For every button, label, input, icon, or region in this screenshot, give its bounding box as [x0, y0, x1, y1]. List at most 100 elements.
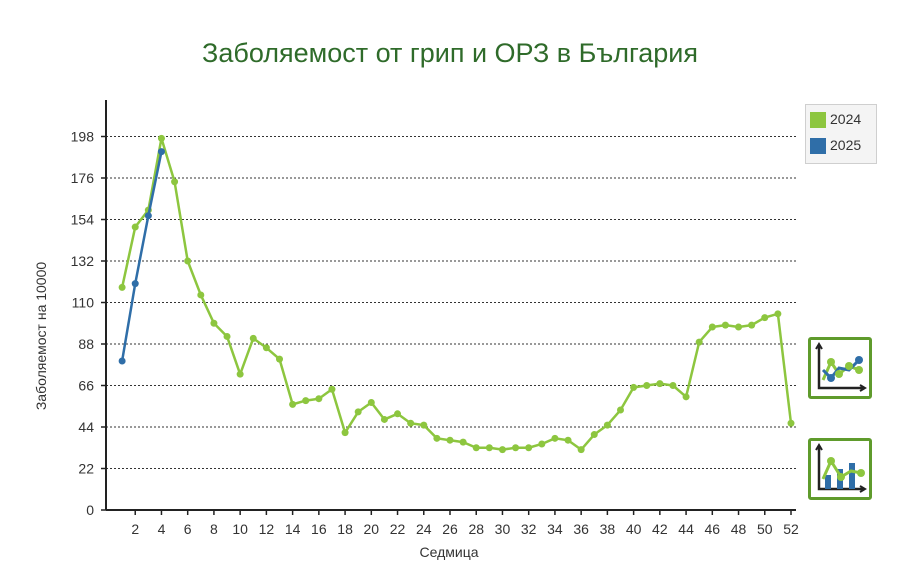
y-axis-title: Заболяемост на 10000 — [33, 262, 49, 411]
point-2024-week-42 — [656, 380, 664, 388]
point-2024-week-28 — [472, 444, 480, 452]
point-2024-week-46 — [708, 323, 716, 331]
y-tick-label-176: 176 — [71, 170, 95, 186]
legend: 2024 2025 — [805, 104, 877, 164]
point-2024-week-14 — [289, 400, 297, 408]
x-tick-label-24: 24 — [416, 521, 432, 537]
x-tick-label-18: 18 — [337, 521, 353, 537]
y-tick-label-198: 198 — [71, 129, 95, 145]
point-2024-week-22 — [394, 410, 402, 418]
x-tick-label-2: 2 — [131, 521, 139, 537]
x-axis-title: Седмица — [419, 544, 478, 560]
point-2024-week-43 — [669, 382, 677, 389]
line-chart-icon — [815, 342, 867, 392]
point-2024-week-15 — [302, 397, 310, 405]
x-tick-label-14: 14 — [285, 521, 301, 537]
point-2024-week-12 — [262, 344, 270, 352]
series-line-2025 — [120, 151, 163, 362]
point-2024-week-26 — [446, 436, 454, 444]
x-tick-label-50: 50 — [757, 521, 773, 537]
point-2024-week-16 — [315, 395, 323, 403]
legend-swatch-2025 — [810, 138, 826, 154]
legend-item-2025[interactable]: 2025 — [810, 135, 874, 157]
x-tick-label-8: 8 — [210, 521, 218, 537]
legend-swatch-2024 — [810, 112, 826, 128]
x-tick-label-22: 22 — [390, 521, 406, 537]
point-2024-week-47 — [721, 321, 729, 329]
point-2024-week-41 — [643, 382, 651, 389]
x-tick-label-28: 28 — [468, 521, 484, 537]
legend-label-2025: 2025 — [830, 137, 862, 153]
point-2024-week-18 — [341, 429, 349, 437]
grid-lines — [106, 136, 796, 469]
series-lines — [118, 134, 795, 454]
x-tick-label-52: 52 — [783, 521, 799, 537]
point-2024-week-31 — [512, 444, 520, 452]
x-tick-label-34: 34 — [547, 521, 563, 537]
series-line-2024 — [120, 137, 793, 451]
point-2024-week-1 — [118, 283, 126, 291]
y-tick-label-132: 132 — [71, 253, 95, 269]
line-chart-button[interactable] — [808, 337, 872, 399]
point-2024-week-30 — [498, 446, 506, 454]
point-2024-week-29 — [485, 444, 493, 452]
x-tick-label-44: 44 — [678, 521, 694, 537]
point-2024-week-49 — [748, 321, 756, 329]
x-tick-label-42: 42 — [652, 521, 668, 537]
point-2024-week-27 — [459, 438, 467, 446]
chart-title: Заболяемост от грип и ОРЗ в България — [202, 38, 698, 68]
point-2024-week-2 — [131, 223, 139, 231]
x-tick-label-40: 40 — [626, 521, 642, 537]
point-2025-week-4 — [157, 148, 165, 156]
point-2024-week-35 — [564, 436, 572, 444]
point-2025-week-2 — [131, 280, 139, 288]
y-tick-label-66: 66 — [78, 378, 94, 394]
x-tick-label-20: 20 — [364, 521, 380, 537]
point-2024-week-7 — [197, 291, 205, 299]
point-2025-week-3 — [144, 212, 152, 220]
y-tick-label-0: 0 — [86, 502, 94, 518]
y-tick-label-44: 44 — [78, 419, 94, 435]
point-2024-week-34 — [551, 434, 559, 442]
x-tick-label-32: 32 — [521, 521, 537, 537]
x-tick-label-16: 16 — [311, 521, 327, 537]
point-2024-week-38 — [603, 421, 611, 429]
point-2024-week-39 — [617, 406, 624, 414]
y-tick-label-88: 88 — [78, 336, 94, 352]
point-2024-week-50 — [761, 314, 769, 322]
legend-item-2024[interactable]: 2024 — [810, 109, 874, 131]
x-tick-label-38: 38 — [600, 521, 616, 537]
point-2024-week-11 — [249, 334, 257, 342]
bar-chart-icon — [815, 443, 867, 493]
point-2024-week-25 — [433, 434, 441, 442]
point-2024-week-44 — [682, 393, 690, 401]
x-tick-label-12: 12 — [259, 521, 275, 537]
point-2024-week-5 — [171, 178, 179, 186]
y-tick-label-154: 154 — [71, 212, 95, 228]
x-tick-label-48: 48 — [731, 521, 747, 537]
point-2024-week-23 — [407, 419, 415, 427]
legend-label-2024: 2024 — [830, 111, 862, 127]
bar-chart-button[interactable] — [808, 438, 872, 500]
x-tick-label-36: 36 — [573, 521, 589, 537]
point-2024-week-9 — [223, 332, 231, 340]
point-2024-week-51 — [774, 310, 782, 318]
x-tick-label-26: 26 — [442, 521, 458, 537]
point-2024-week-17 — [328, 385, 336, 393]
point-2024-week-48 — [735, 323, 743, 331]
x-tick-label-46: 46 — [705, 521, 721, 537]
point-2024-week-36 — [577, 446, 585, 454]
x-tick-label-10: 10 — [232, 521, 248, 537]
x-tick-label-6: 6 — [184, 521, 192, 537]
point-2024-week-19 — [354, 408, 362, 416]
point-2024-week-13 — [276, 355, 283, 363]
point-2024-week-6 — [184, 257, 192, 265]
point-2024-week-40 — [630, 383, 638, 391]
y-tick-label-22: 22 — [78, 461, 94, 477]
point-2024-week-33 — [538, 440, 546, 448]
y-tick-label-110: 110 — [72, 295, 95, 311]
x-tick-label-30: 30 — [495, 521, 511, 537]
point-2024-week-10 — [236, 370, 244, 378]
